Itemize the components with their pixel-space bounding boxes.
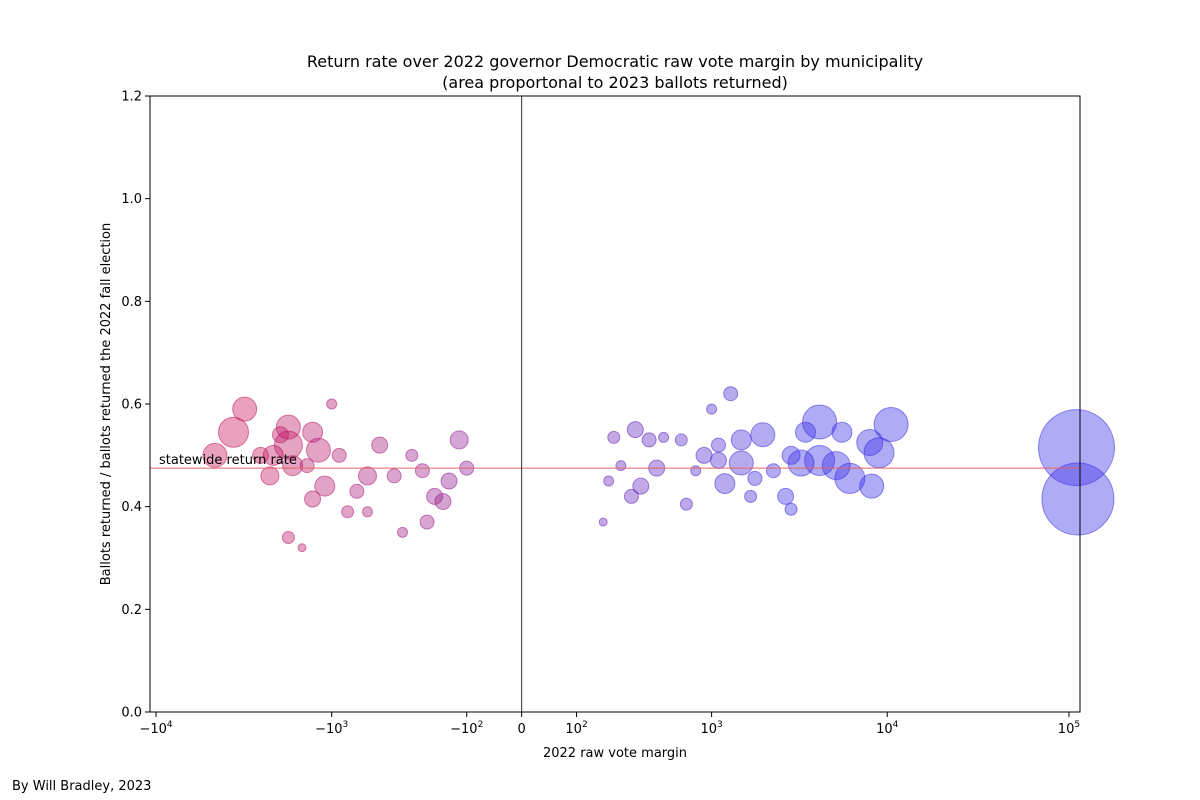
data-point xyxy=(781,445,801,465)
data-point xyxy=(217,416,249,448)
data-point xyxy=(449,430,469,450)
y-tick-label: 0.0 xyxy=(121,706,142,721)
data-point xyxy=(341,505,355,519)
x-tick-label: 105 xyxy=(1058,720,1080,737)
data-point xyxy=(873,407,909,443)
data-point xyxy=(690,465,702,477)
data-point xyxy=(714,473,736,495)
chart-title: Return rate over 2022 governor Democrati… xyxy=(307,52,923,71)
y-tick-label: 1.2 xyxy=(121,90,142,105)
y-axis: 0.0 0.2 0.4 0.6 0.8 1.0 1.2 xyxy=(121,90,150,721)
data-point xyxy=(777,487,795,505)
data-point xyxy=(297,543,307,553)
data-point xyxy=(695,446,713,464)
data-point xyxy=(784,502,798,516)
overlay-layer: statewide return rate xyxy=(150,96,1080,712)
data-point xyxy=(299,458,315,474)
data-point xyxy=(1041,462,1115,536)
data-point xyxy=(361,506,373,518)
data-point xyxy=(750,422,776,448)
data-point xyxy=(626,421,644,439)
data-point xyxy=(747,470,763,486)
y-tick-label: 0.8 xyxy=(121,295,142,310)
data-point xyxy=(795,421,817,443)
bubble-layer xyxy=(202,386,1115,553)
data-point xyxy=(623,488,639,504)
data-point xyxy=(271,426,289,444)
data-point xyxy=(232,396,258,422)
x-tick-label: 103 xyxy=(700,720,722,737)
x-tick-label: −103 xyxy=(315,720,348,737)
data-point xyxy=(331,447,347,463)
data-point xyxy=(831,421,853,443)
data-point xyxy=(632,477,650,495)
data-point xyxy=(275,414,301,440)
y-tick-label: 0.2 xyxy=(121,603,142,618)
data-point xyxy=(744,489,758,503)
data-point xyxy=(706,403,718,415)
data-point xyxy=(615,460,627,472)
reference-line-label: statewide return rate xyxy=(159,453,297,468)
data-point xyxy=(674,433,688,447)
data-point xyxy=(386,468,402,484)
data-point xyxy=(282,455,304,477)
x-axis-label: 2022 raw vote margin xyxy=(543,746,687,761)
data-point xyxy=(730,429,752,451)
data-point xyxy=(304,490,322,508)
data-point xyxy=(260,466,280,486)
y-tick-label: 0.6 xyxy=(121,398,142,413)
x-tick-label: −102 xyxy=(450,720,483,737)
data-point xyxy=(710,437,726,453)
data-point xyxy=(314,475,336,497)
data-point xyxy=(603,475,615,487)
data-point xyxy=(679,497,693,511)
data-point xyxy=(262,444,284,466)
data-point xyxy=(326,398,338,410)
data-point xyxy=(440,472,458,490)
data-point xyxy=(802,404,838,440)
data-point xyxy=(765,463,781,479)
data-point xyxy=(305,437,331,463)
data-point xyxy=(357,466,377,486)
credit-text: By Will Bradley, 2023 xyxy=(12,779,152,794)
data-point xyxy=(414,463,430,479)
data-point xyxy=(371,436,389,454)
x-tick-label: 102 xyxy=(565,720,587,737)
x-tick-label: 0 xyxy=(517,722,525,737)
plot-frame xyxy=(149,95,1081,713)
data-point xyxy=(787,449,815,477)
data-point xyxy=(396,526,408,538)
data-point xyxy=(607,430,621,444)
data-point xyxy=(281,530,295,544)
data-point xyxy=(426,487,444,505)
data-point xyxy=(1037,409,1115,487)
data-point xyxy=(405,448,419,462)
x-tick-label: 104 xyxy=(876,720,899,737)
data-point xyxy=(434,493,452,511)
x-tick-label: −104 xyxy=(139,720,172,737)
data-point xyxy=(709,451,727,469)
data-point xyxy=(728,450,754,476)
data-point xyxy=(859,473,885,499)
data-point xyxy=(419,514,435,530)
y-axis-label: Ballots returned / ballots returned the … xyxy=(99,223,114,585)
data-point xyxy=(856,429,884,456)
data-point xyxy=(598,517,608,527)
chart-subtitle: (area proportonal to 2023 ballots return… xyxy=(442,73,788,92)
data-point xyxy=(641,432,657,448)
x-axis: −104 −103 −102 0 102 103 104 105 xyxy=(139,712,1080,737)
data-point xyxy=(202,442,228,468)
data-point xyxy=(723,386,739,402)
data-point xyxy=(252,446,270,464)
data-point xyxy=(349,483,365,499)
data-point xyxy=(302,421,324,443)
y-tick-label: 1.0 xyxy=(121,192,142,207)
data-point xyxy=(658,431,670,443)
y-tick-label: 0.4 xyxy=(121,500,142,515)
